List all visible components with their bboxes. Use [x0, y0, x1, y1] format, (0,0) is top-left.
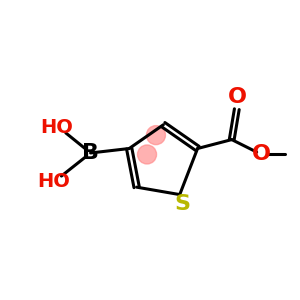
Text: O: O	[228, 87, 247, 107]
Circle shape	[137, 145, 157, 164]
Text: HO: HO	[37, 172, 70, 191]
Circle shape	[146, 126, 166, 145]
Text: O: O	[252, 145, 271, 164]
Text: HO: HO	[40, 118, 74, 137]
Text: S: S	[174, 194, 190, 214]
Text: B: B	[82, 143, 99, 163]
